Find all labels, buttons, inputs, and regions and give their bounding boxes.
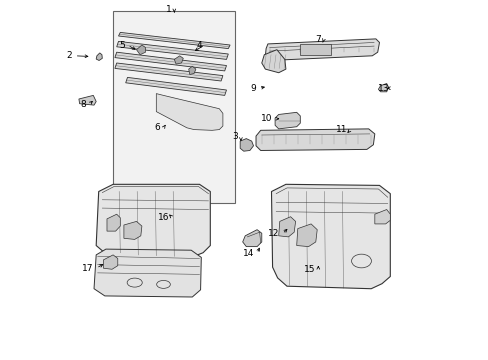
Text: 8: 8 [80, 100, 86, 109]
Polygon shape [107, 214, 120, 231]
Text: 2: 2 [66, 51, 72, 60]
Text: 9: 9 [250, 84, 256, 93]
Polygon shape [188, 66, 196, 75]
Text: 3: 3 [232, 132, 238, 141]
Polygon shape [136, 45, 145, 55]
Polygon shape [242, 230, 261, 247]
Text: 7: 7 [314, 35, 320, 44]
Polygon shape [115, 63, 223, 81]
Text: 10: 10 [260, 114, 272, 123]
Polygon shape [115, 52, 226, 71]
Polygon shape [96, 184, 210, 257]
Polygon shape [256, 129, 374, 150]
Polygon shape [296, 224, 317, 247]
Text: 15: 15 [304, 266, 315, 274]
Polygon shape [275, 112, 300, 129]
Text: 17: 17 [81, 264, 93, 273]
Text: 4: 4 [196, 40, 202, 49]
Text: 6: 6 [155, 123, 160, 132]
Polygon shape [378, 84, 387, 92]
Text: 16: 16 [158, 213, 169, 222]
Polygon shape [278, 217, 295, 237]
Polygon shape [117, 41, 228, 59]
Polygon shape [79, 95, 96, 105]
Bar [113, 11, 235, 203]
Polygon shape [96, 53, 102, 60]
Bar [300, 44, 330, 55]
Polygon shape [265, 39, 379, 60]
Text: 5: 5 [119, 40, 124, 49]
Polygon shape [271, 184, 389, 289]
Polygon shape [94, 249, 201, 297]
Polygon shape [118, 32, 230, 49]
Text: 13: 13 [377, 84, 388, 93]
Text: 12: 12 [267, 230, 279, 239]
Text: 11: 11 [336, 125, 347, 134]
Polygon shape [374, 210, 389, 224]
Polygon shape [261, 50, 285, 73]
Text: 14: 14 [243, 249, 254, 258]
Polygon shape [240, 139, 253, 151]
Polygon shape [123, 221, 142, 239]
Polygon shape [125, 77, 226, 95]
Text: 1: 1 [165, 4, 171, 13]
Polygon shape [174, 56, 183, 64]
Polygon shape [103, 255, 118, 269]
Polygon shape [156, 94, 223, 130]
